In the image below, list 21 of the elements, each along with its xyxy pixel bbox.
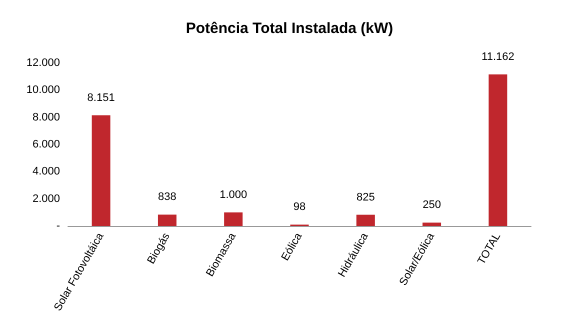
y-tick-label: 12.000 xyxy=(26,57,60,69)
bar xyxy=(224,212,243,226)
y-tick-label: 8.000 xyxy=(32,111,60,124)
bar xyxy=(422,222,442,226)
data-label: 98 xyxy=(293,201,306,214)
y-tick-label: 4.000 xyxy=(32,166,60,178)
y-tick-label: 10.000 xyxy=(26,84,60,96)
y-tick-label: 2.000 xyxy=(32,192,60,205)
bar xyxy=(488,74,508,226)
chart-title: Potência Total Instalada (kW) xyxy=(186,20,394,37)
y-tick-label: 6.000 xyxy=(32,138,60,150)
bar xyxy=(356,214,375,226)
y-tick-label: - xyxy=(56,220,60,232)
data-label: 8.151 xyxy=(87,92,115,104)
data-label: 1.000 xyxy=(220,188,248,201)
bar xyxy=(158,214,176,226)
data-label: 838 xyxy=(158,191,176,204)
bar xyxy=(92,115,110,226)
data-label: 250 xyxy=(422,199,441,212)
data-label: 825 xyxy=(356,191,375,204)
data-label: 11.162 xyxy=(482,50,514,63)
